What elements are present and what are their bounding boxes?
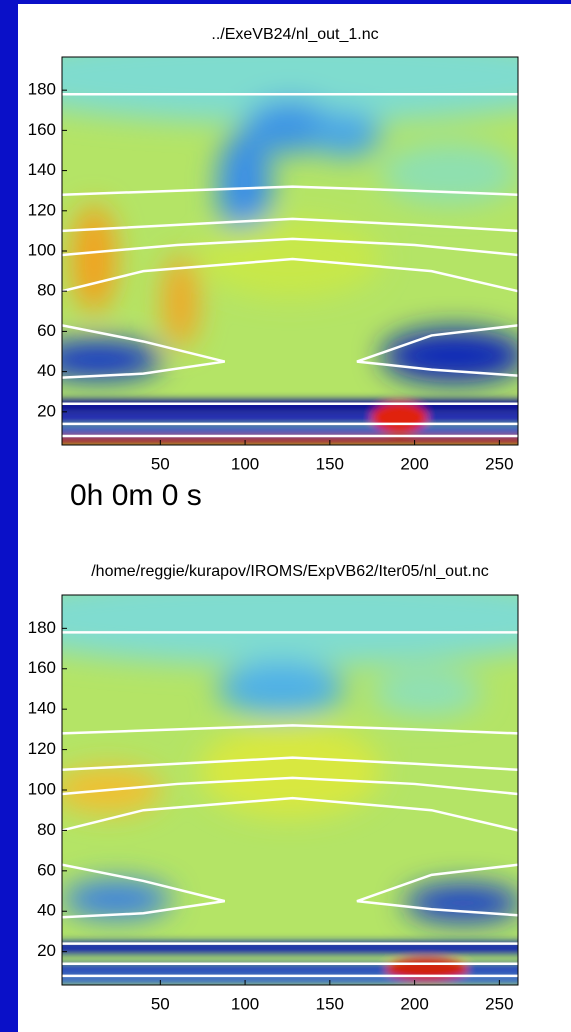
y-tick-label: 160 xyxy=(28,120,56,139)
contour xyxy=(62,185,518,196)
field-blob xyxy=(62,57,518,123)
contour xyxy=(62,237,518,257)
field-stripe xyxy=(62,425,518,434)
x-tick-label: 200 xyxy=(400,454,428,473)
field-blob xyxy=(217,130,272,240)
field-blob xyxy=(62,340,163,380)
field-blob xyxy=(198,723,382,818)
x-tick-label: 200 xyxy=(400,994,428,1013)
time-label: 0h 0m 0 s xyxy=(70,479,202,512)
field-stripes xyxy=(62,399,518,444)
contour xyxy=(356,863,518,917)
y-tick-label: 120 xyxy=(28,200,56,219)
y-tick-label: 100 xyxy=(28,240,56,259)
y-tick-label: 80 xyxy=(37,820,56,839)
field-stripe xyxy=(62,399,518,412)
field-stripe xyxy=(62,435,518,444)
y-tick-label: 60 xyxy=(37,321,56,340)
field-blob xyxy=(381,142,518,205)
plot-title: /home/reggie/kurapov/IROMS/ExpVB62/Iter0… xyxy=(91,563,489,580)
field-stripe xyxy=(62,975,518,984)
field-stripe xyxy=(62,963,518,974)
field-image xyxy=(62,595,518,985)
field-blob xyxy=(217,661,345,716)
contour xyxy=(62,324,226,379)
y-tick-label: 20 xyxy=(37,401,56,420)
contour xyxy=(62,863,226,919)
x-tick-label: 100 xyxy=(231,994,259,1013)
y-tick-label: 20 xyxy=(37,941,56,960)
y-tick-label: 40 xyxy=(37,361,56,380)
x-tick-label: 150 xyxy=(316,994,344,1013)
y-tick-label: 120 xyxy=(28,739,56,758)
field-blob xyxy=(404,883,518,923)
x-tick-label: 150 xyxy=(316,454,344,473)
y-tick-label: 140 xyxy=(28,160,56,179)
x-tick-label: 250 xyxy=(485,994,513,1013)
contour xyxy=(62,776,518,796)
field-blob xyxy=(162,254,199,348)
contour xyxy=(62,756,518,772)
contour xyxy=(62,796,518,832)
x-tick-label: 50 xyxy=(151,994,170,1013)
field-blob xyxy=(62,595,518,666)
field-blob xyxy=(372,402,427,434)
contour xyxy=(356,324,518,377)
x-tick-label: 50 xyxy=(151,454,170,473)
y-tick-label: 40 xyxy=(37,901,56,920)
y-tick-label: 180 xyxy=(28,80,56,99)
field-blobs xyxy=(62,595,518,923)
field-blob xyxy=(385,957,468,982)
field-blob xyxy=(308,111,382,158)
field-blob xyxy=(372,669,482,716)
y-tick-label: 100 xyxy=(28,779,56,798)
plot-title: ../ExeVB24/nl_out_1.nc xyxy=(211,26,378,43)
contour xyxy=(62,217,518,233)
contour xyxy=(62,724,518,735)
x-tick-label: 100 xyxy=(231,454,259,473)
field-stripe xyxy=(62,413,518,422)
y-tick-label: 140 xyxy=(28,699,56,718)
field-blob xyxy=(62,879,172,919)
y-tick-label: 160 xyxy=(28,658,56,677)
field-image xyxy=(62,57,518,445)
contour xyxy=(62,257,518,293)
y-tick-label: 60 xyxy=(37,860,56,879)
y-tick-label: 180 xyxy=(28,618,56,637)
x-tick-label: 250 xyxy=(485,454,513,473)
field-blob xyxy=(71,204,117,314)
y-tick-label: 80 xyxy=(37,281,56,300)
